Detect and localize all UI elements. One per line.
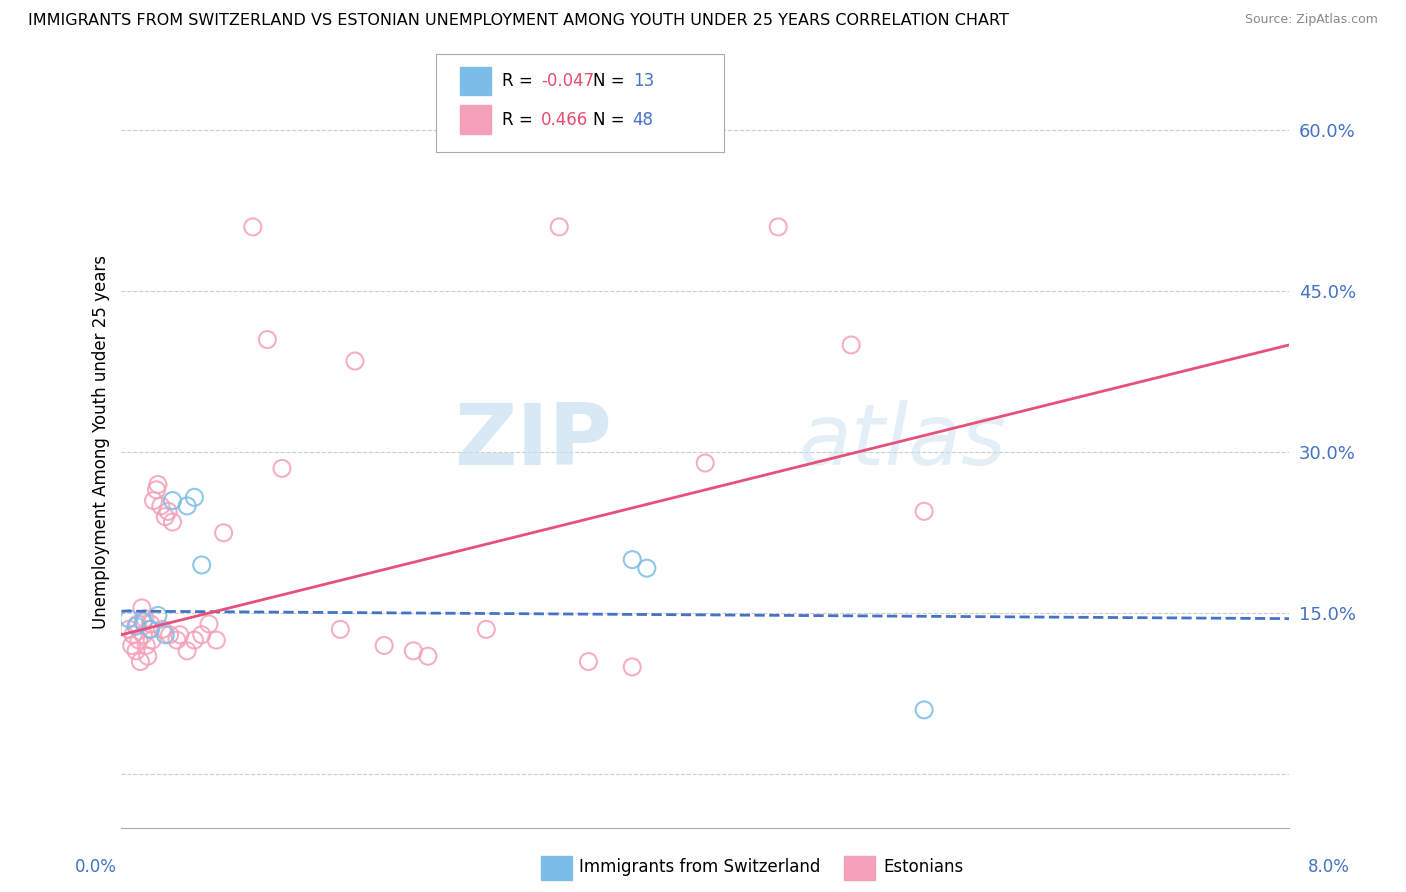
Point [621, 660, 644, 674]
Point [475, 623, 498, 637]
Point [118, 612, 141, 626]
Point [146, 608, 169, 623]
Point [139, 617, 162, 632]
Y-axis label: Unemployment Among Youth under 25 years: Unemployment Among Youth under 25 years [93, 254, 110, 629]
Point [416, 649, 439, 664]
Point [183, 491, 205, 505]
Point [122, 628, 145, 642]
Point [157, 504, 180, 518]
Text: R =: R = [502, 111, 538, 128]
Point [256, 333, 278, 347]
Text: N =: N = [593, 72, 630, 90]
Point [176, 499, 198, 513]
Point [121, 639, 143, 653]
Point [176, 644, 198, 658]
Point [132, 628, 155, 642]
Point [141, 633, 163, 648]
Point [839, 338, 862, 352]
Point [132, 615, 155, 629]
Point [155, 628, 177, 642]
Text: ZIP: ZIP [454, 400, 612, 483]
Point [766, 219, 789, 234]
Point [145, 483, 167, 497]
Point [621, 552, 644, 566]
Point [695, 456, 717, 470]
Point [128, 633, 150, 648]
Point [271, 461, 294, 475]
Point [134, 612, 156, 626]
Point [548, 219, 571, 234]
Point [329, 623, 352, 637]
Text: 13: 13 [633, 72, 654, 90]
Point [149, 499, 172, 513]
Point [159, 628, 181, 642]
Point [135, 639, 157, 653]
Point [212, 525, 235, 540]
Point [129, 655, 152, 669]
Point [136, 649, 159, 664]
Text: R =: R = [502, 72, 538, 90]
Point [912, 703, 935, 717]
Point [127, 617, 149, 632]
Point [198, 617, 221, 632]
Text: Source: ZipAtlas.com: Source: ZipAtlas.com [1244, 13, 1378, 27]
Text: Estonians: Estonians [883, 858, 963, 876]
Point [131, 601, 153, 615]
Text: 0.0%: 0.0% [75, 858, 117, 876]
Text: N =: N = [593, 111, 630, 128]
Point [125, 644, 148, 658]
Text: 48: 48 [633, 111, 654, 128]
Point [169, 628, 191, 642]
Point [636, 561, 658, 575]
Point [402, 644, 425, 658]
Point [578, 655, 600, 669]
Point [183, 633, 205, 648]
Point [162, 515, 184, 529]
Text: 0.466: 0.466 [541, 111, 589, 128]
Point [912, 504, 935, 518]
Point [150, 623, 173, 637]
Point [139, 623, 162, 637]
Text: -0.047: -0.047 [541, 72, 595, 90]
Point [142, 493, 165, 508]
Point [166, 633, 188, 648]
Text: IMMIGRANTS FROM SWITZERLAND VS ESTONIAN UNEMPLOYMENT AMONG YOUTH UNDER 25 YEARS : IMMIGRANTS FROM SWITZERLAND VS ESTONIAN … [28, 13, 1010, 29]
Point [146, 477, 169, 491]
Point [373, 639, 395, 653]
Point [138, 623, 160, 637]
Text: Immigrants from Switzerland: Immigrants from Switzerland [579, 858, 821, 876]
Point [190, 558, 212, 572]
Text: 8.0%: 8.0% [1308, 858, 1350, 876]
Point [205, 633, 228, 648]
Point [162, 493, 184, 508]
Point [343, 354, 366, 368]
Point [118, 623, 141, 637]
Point [155, 509, 177, 524]
Point [190, 628, 212, 642]
Text: atlas: atlas [799, 400, 1007, 483]
Point [125, 619, 148, 633]
Point [242, 219, 264, 234]
